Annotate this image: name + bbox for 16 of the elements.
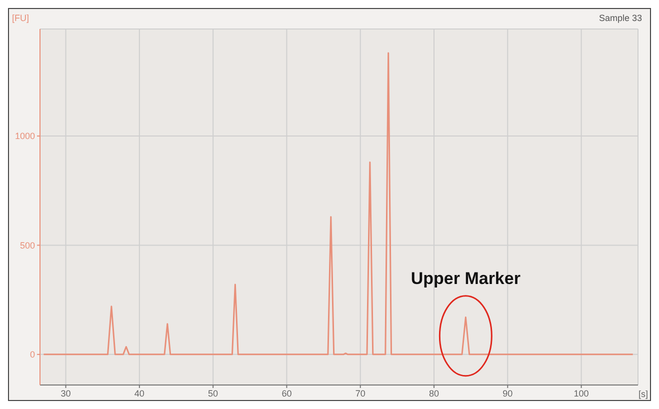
x-tick-label: 70	[355, 388, 366, 398]
x-tick-label: 100	[574, 388, 589, 398]
chart-subtitle: Sample 33	[598, 13, 642, 23]
y-tick-label: 500	[20, 240, 35, 250]
annotation: Upper Marker	[410, 268, 521, 288]
y-tick-label: 0	[30, 350, 35, 360]
line-series	[42, 52, 634, 356]
y-tick-label: 1000	[14, 131, 35, 142]
x-tick-label: 50	[208, 388, 218, 398]
x-tick-label: 60	[282, 388, 292, 398]
y-axis-title: [FU]	[12, 13, 29, 23]
x-tick-label: 90	[502, 388, 513, 398]
x-tick-label: 40	[134, 388, 144, 398]
x-axis-title: [s]	[638, 389, 648, 399]
x-tick-label: 80	[428, 388, 440, 398]
x-tick-label: 30	[60, 388, 71, 398]
